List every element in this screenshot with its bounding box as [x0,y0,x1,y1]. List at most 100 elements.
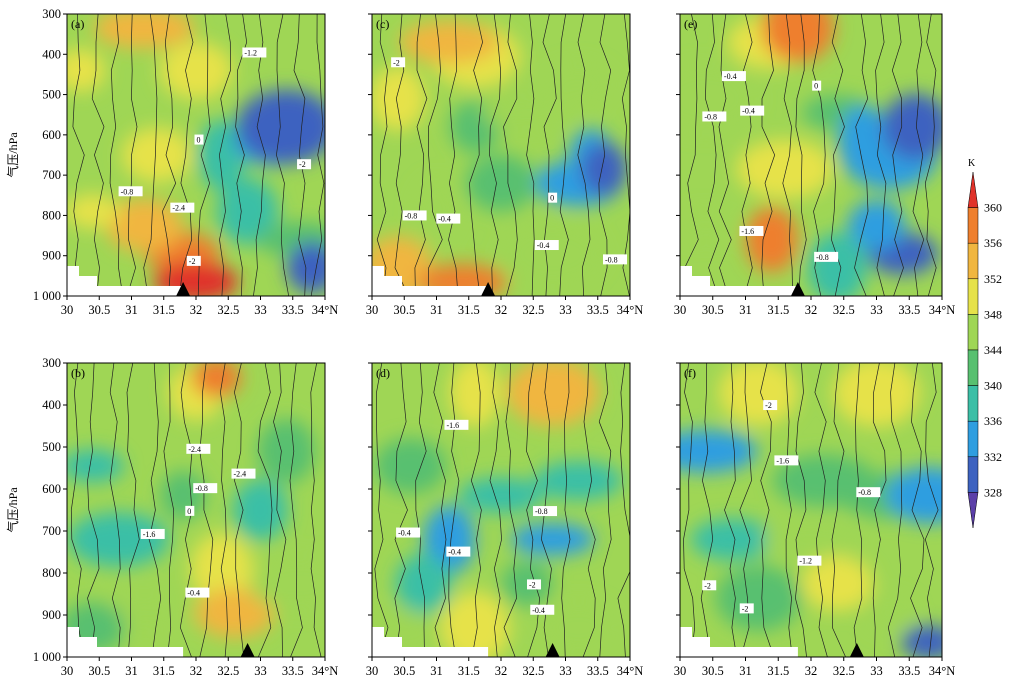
contour-label-bg [193,483,218,494]
contour-line [148,363,162,657]
contour-label-bg [402,210,427,221]
contour-line [795,363,807,657]
contour-label: -2.4 [233,470,246,479]
x-tick-label: 32.5 [217,303,239,317]
shaded-field [680,363,942,657]
contour-label: -1.6 [741,227,754,236]
contour-line [448,363,460,657]
colorbar-tick-label: 356 [984,236,1002,250]
contour-label-bg [797,555,822,566]
contour-line [683,363,696,657]
colorbar-cap-bottom [967,492,979,529]
x-tick-label: 32 [805,664,818,678]
contour-label: -1.6 [143,530,156,539]
colorbar-tick-label: 328 [984,485,1002,499]
x-tick-label: 31.5 [767,303,789,317]
contour-line [235,14,248,296]
contour-label-bg [814,251,839,262]
contour-label-bg [812,80,822,91]
contour-line [561,363,571,657]
x-axis: 30 30.5 31 31.5 32 32.5 33 33.5 34°N [366,657,643,678]
field-blob [718,363,799,426]
y-axis: 300 400 500 600 700 800 900 1 000 [33,7,67,303]
contour-label: -0.4 [438,215,451,224]
x-tick-label: 33.5 [587,303,609,317]
field-blob [374,438,447,494]
field-blob [192,363,242,398]
field-blob [506,363,599,427]
y-axis [676,13,680,297]
y-tick-label: 800 [42,208,61,222]
contour-line [72,14,85,296]
x-axis: 30 30.5 31 31.5 32 32.5 33 33.5 34°N [61,657,338,678]
contour-line [700,363,714,657]
contour-lines [72,14,325,296]
contour-label: -1.2 [244,48,257,57]
contour-line [293,14,307,296]
contour-label-bg [186,255,201,266]
field-blob [257,418,316,484]
x-tick-label: 32 [190,664,203,678]
shaded-field [67,14,325,296]
contour-label: -2 [393,58,400,67]
field-blob [122,127,193,183]
contour-line [887,363,903,657]
x-tick-label: 30.5 [393,664,415,678]
contour-label: -2 [742,604,749,613]
field-blob [501,220,604,288]
colorbar: 328 332 336 340 344 348 352 356 360 K [967,158,1002,529]
field-blob [160,470,207,520]
contour-label-bg [530,604,555,615]
x-tick-label: 31.5 [153,664,175,678]
x-tick-label: 32.5 [522,664,544,678]
contour-label-bg [436,213,461,224]
contour-label-bg [740,105,765,116]
contour-line [162,14,177,296]
contour-label-bg [534,240,559,251]
colorbar-segment [967,456,979,493]
contour-label: -0.8 [605,255,618,264]
contour-line [414,14,428,296]
contour-label-bg [603,254,628,265]
contour-label-bg [548,192,558,203]
contour-line [831,14,845,296]
field-blobs [680,363,942,657]
contour-label-bg [396,527,421,538]
panel-f: (f)-2-1.2-1.6-2-0.8-230 30.5 31 31.5 32 32.5 3… [674,362,955,678]
field-blob [501,560,553,607]
field-blob [847,200,906,251]
contour-line [253,14,266,296]
contour-label: -0.8 [195,484,208,493]
contour-label-bg [444,419,469,430]
x-tick-label: 30.5 [702,303,724,317]
x-axis: 30 30.5 31 31.5 32 32.5 33 33.5 34°N [366,296,643,317]
colorbar-tick-label: 352 [984,272,1002,286]
y-tick-label: 400 [42,398,61,412]
field-blob [901,625,942,657]
x-tick-label: 34°N [929,303,956,317]
contour-label-bg [702,111,727,122]
panel-b: (b) 0 -2.4 -2.4 -1.6 -0.4 -0.8 30 30.5 31 31.5 32 32… [5,356,338,678]
contour-label-bg [739,603,754,614]
contour-line [220,363,228,657]
contour-line [374,363,389,657]
x-axis: 30 30.5 31 31.5 32 32.5 33 33.5 34°N [61,296,338,317]
y-tick-label: 300 [42,7,61,21]
field-blob [286,242,325,294]
contour-label: 0 [814,82,818,91]
station-marker [849,643,864,657]
contour-label: -0.8 [858,488,871,497]
contour-label-bg [391,57,406,68]
contour-line [489,14,501,296]
contour-line [428,14,443,296]
x-tick-label: 33 [559,303,572,317]
x-tick-label: 30.5 [88,664,110,678]
field-blob [105,198,184,253]
panel-label: (c) [376,17,389,31]
colorbar-segment [967,420,979,458]
contour-label-bg [170,202,195,213]
contour-lines [374,363,630,657]
contour-label-bg [774,455,799,466]
field-blob [544,62,613,107]
